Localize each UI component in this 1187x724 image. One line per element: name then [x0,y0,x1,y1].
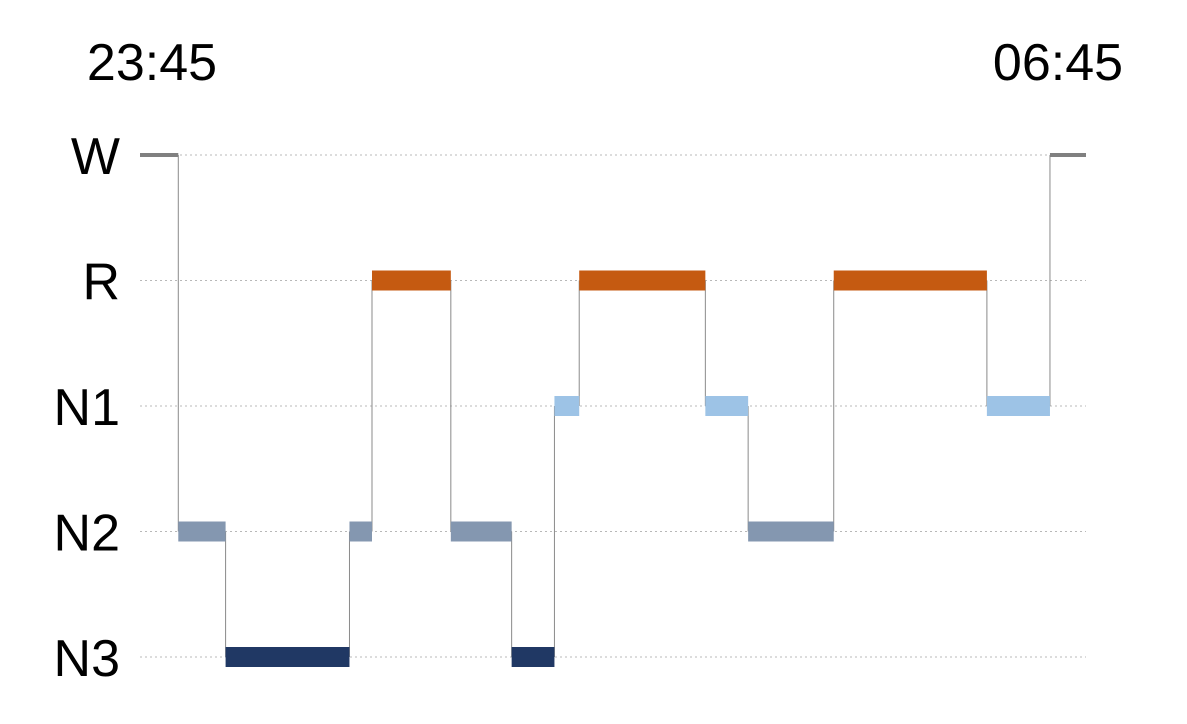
stage-labels: W R N1 N2 N3 [54,128,120,688]
segment-r [371,270,451,291]
segment-n3 [225,647,350,667]
segment-r [833,270,987,291]
segment-n1 [554,396,580,416]
segment-n2 [349,521,372,542]
end-time-label: 06:45 [993,34,1123,92]
transition-lines [177,155,1051,657]
start-time-label: 23:45 [87,34,217,92]
stage-label-r: R [82,254,120,312]
stage-segments [140,153,1086,667]
segment-w [140,153,179,157]
segment-w [1049,153,1086,157]
segment-n1 [986,396,1050,416]
segment-n1 [705,396,749,416]
grid-layer [140,154,1086,658]
segment-n3 [511,647,555,667]
stage-label-n3: N3 [54,630,120,688]
stage-label-n2: N2 [54,505,120,563]
segment-n2 [748,521,834,542]
segment-r [579,270,706,291]
segment-n2 [450,521,512,542]
stage-label-w: W [71,128,120,186]
segment-n2 [178,521,226,542]
stage-label-n1: N1 [54,379,120,437]
